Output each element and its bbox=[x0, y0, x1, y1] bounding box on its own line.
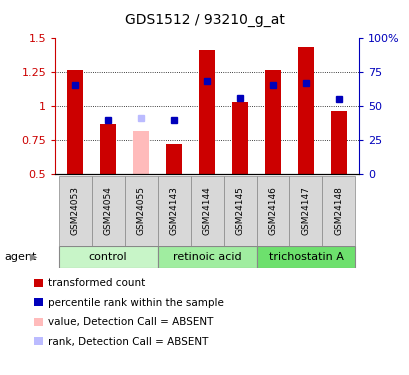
Bar bbox=[297, 47, 313, 174]
Bar bbox=[34, 318, 43, 326]
Text: GSM24148: GSM24148 bbox=[334, 186, 343, 236]
Text: transformed count: transformed count bbox=[48, 278, 145, 288]
Text: GSM24143: GSM24143 bbox=[169, 186, 178, 236]
Bar bbox=[256, 246, 355, 268]
Bar bbox=[157, 246, 256, 268]
Text: rank, Detection Call = ABSENT: rank, Detection Call = ABSENT bbox=[48, 337, 208, 346]
Text: GSM24144: GSM24144 bbox=[202, 187, 211, 236]
Text: control: control bbox=[89, 252, 127, 262]
Bar bbox=[100, 124, 116, 174]
Text: GDS1512 / 93210_g_at: GDS1512 / 93210_g_at bbox=[125, 13, 284, 27]
Text: GSM24054: GSM24054 bbox=[103, 186, 112, 236]
Text: percentile rank within the sample: percentile rank within the sample bbox=[48, 298, 224, 307]
Bar bbox=[165, 144, 182, 174]
Bar bbox=[58, 176, 91, 246]
Bar bbox=[34, 279, 43, 287]
Bar bbox=[231, 102, 248, 174]
Text: GSM24146: GSM24146 bbox=[268, 186, 277, 236]
Bar bbox=[157, 176, 190, 246]
Text: trichostatin A: trichostatin A bbox=[268, 252, 343, 262]
Bar bbox=[198, 50, 215, 174]
Text: agent: agent bbox=[4, 252, 36, 262]
Text: GSM24053: GSM24053 bbox=[70, 186, 79, 236]
Bar bbox=[34, 298, 43, 306]
Bar bbox=[133, 130, 149, 174]
Bar bbox=[67, 70, 83, 174]
Bar bbox=[91, 176, 124, 246]
Bar bbox=[58, 246, 157, 268]
Bar bbox=[322, 176, 355, 246]
Bar bbox=[124, 176, 157, 246]
Bar bbox=[330, 111, 346, 174]
Text: ▶: ▶ bbox=[29, 252, 37, 262]
Bar bbox=[223, 176, 256, 246]
Bar bbox=[34, 337, 43, 345]
Text: GSM24147: GSM24147 bbox=[301, 186, 310, 236]
Text: GSM24055: GSM24055 bbox=[136, 186, 145, 236]
Text: value, Detection Call = ABSENT: value, Detection Call = ABSENT bbox=[48, 317, 213, 327]
Text: retinoic acid: retinoic acid bbox=[172, 252, 241, 262]
Text: GSM24145: GSM24145 bbox=[235, 186, 244, 236]
Bar bbox=[256, 176, 289, 246]
Bar bbox=[264, 70, 281, 174]
Bar bbox=[190, 176, 223, 246]
Bar bbox=[289, 176, 322, 246]
